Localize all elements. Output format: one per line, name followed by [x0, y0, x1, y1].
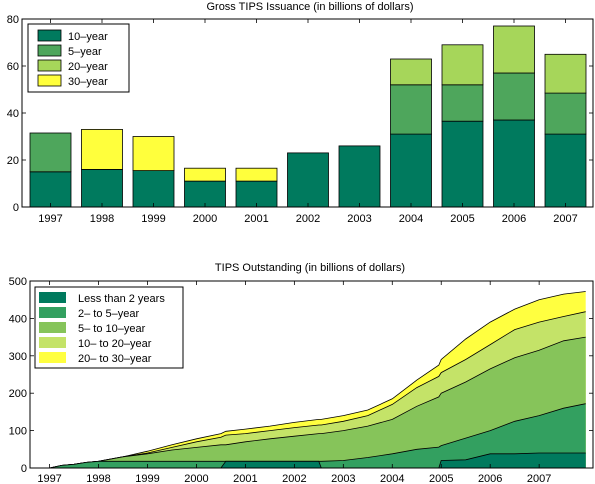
- x-tick-label-1997: 1997: [38, 213, 62, 225]
- y-tick-label-60: 60: [7, 61, 19, 73]
- legend-swatch-20-year: [37, 59, 62, 72]
- area-y-tick-label-0: 0: [21, 463, 27, 475]
- bar-2003-series-0: [338, 145, 381, 208]
- legend-swatch-30-year: [37, 74, 62, 87]
- x-tick-label-2000: 2000: [193, 213, 217, 225]
- x-tick-label-2003: 2003: [347, 213, 371, 225]
- y-tick-label-80: 80: [7, 14, 19, 26]
- bar-2000-series-3: [184, 167, 226, 182]
- area-x-tick-label-1998: 1998: [86, 473, 110, 484]
- legend-label-10to20: 10– to 20–year: [78, 338, 152, 350]
- issuance-chart: Gross TIPS Issuance (in billions of doll…: [7, 1, 594, 225]
- bar-1998-series-3: [81, 128, 123, 170]
- area-y-tick-label-100: 100: [9, 426, 27, 438]
- x-tick-label-1999: 1999: [141, 213, 165, 225]
- bar-1999-series-0: [132, 170, 175, 208]
- area-y-tick-label-400: 400: [9, 313, 27, 325]
- legend-label-lt2: Less than 2 years: [78, 293, 165, 305]
- legend-swatch-2to5: [39, 307, 66, 318]
- legend-label-10-year: 10–year: [68, 31, 108, 43]
- legend-label-2to5: 2– to 5–year: [78, 308, 139, 320]
- y-tick-label-0: 0: [13, 202, 19, 214]
- bar-2001-series-0: [235, 180, 278, 208]
- x-tick-label-1998: 1998: [90, 213, 114, 225]
- area-band-0: [49, 453, 586, 468]
- legend-label-20to30: 20– to 30–year: [78, 353, 152, 365]
- outstanding-plot-frame: [29, 280, 594, 469]
- legend-label-5to10: 5– to 10–year: [78, 323, 146, 335]
- bar-1999-series-3: [132, 136, 175, 171]
- area-y-tick-label-500: 500: [9, 276, 27, 288]
- x-tick-label-2007: 2007: [553, 213, 577, 225]
- outstanding-areas: [49, 291, 586, 469]
- bar-2006-series-1: [493, 72, 535, 121]
- outstanding-chart-title: TIPS Outstanding (in billions of dollars…: [215, 262, 405, 274]
- y-tick-label-20: 20: [7, 155, 19, 167]
- issuance-legend: 10–year 5–year 20–year 30–year: [27, 23, 130, 93]
- bar-2005-series-2: [441, 44, 484, 86]
- area-x-tick-label-2001: 2001: [233, 473, 257, 484]
- bar-2002-series-0: [287, 152, 329, 208]
- legend-swatch-lt2: [39, 292, 66, 303]
- x-tick-label-2001: 2001: [244, 213, 268, 225]
- bar-2004-series-0: [390, 133, 432, 208]
- area-x-tick-label-2004: 2004: [380, 473, 404, 484]
- legend-swatch-5-year: [37, 44, 62, 57]
- outstanding-legend: Less than 2 years 2– to 5–year 5– to 10–…: [34, 286, 184, 369]
- outstanding-axes: 1997 1998 1999 2000 2001 2002 2003 2004 2005 2006…: [9, 276, 593, 484]
- bar-2006-series-0: [493, 119, 535, 208]
- area-x-tick-label-1997: 1997: [37, 473, 61, 484]
- x-tick-label-2005: 2005: [450, 213, 474, 225]
- issuance-axes: 1997 1998 1999 2000 2001 2002 2003 2004 2005 2006…: [7, 14, 593, 225]
- bar-2004-series-1: [390, 84, 432, 135]
- x-tick-label-2006: 2006: [502, 213, 526, 225]
- legend-label-30-year: 30–year: [68, 76, 108, 88]
- bar-2007-series-0: [544, 133, 587, 208]
- bar-2005-series-1: [441, 84, 484, 122]
- bar-1997-series-0: [29, 171, 72, 208]
- area-y-tick-label-300: 300: [9, 351, 27, 363]
- y-tick-label-40: 40: [7, 108, 19, 120]
- area-band-1: [49, 403, 586, 468]
- area-boundary-2: [49, 336, 586, 469]
- issuance-bars: [29, 25, 587, 208]
- area-x-tick-label-1999: 1999: [135, 473, 159, 484]
- area-x-tick-label-2006: 2006: [478, 473, 502, 484]
- x-tick-label-2002: 2002: [296, 213, 320, 225]
- legend-swatch-5to10: [39, 322, 66, 333]
- area-x-tick-label-2002: 2002: [282, 473, 306, 484]
- bar-2006-series-2: [493, 25, 535, 74]
- outstanding-chart: TIPS Outstanding (in billions of dollars…: [9, 262, 594, 484]
- issuance-chart-title: Gross TIPS Issuance (in billions of doll…: [206, 1, 413, 13]
- area-x-tick-label-2003: 2003: [331, 473, 355, 484]
- bar-1998-series-0: [81, 168, 123, 208]
- bar-2001-series-3: [235, 167, 278, 182]
- area-y-tick-label-200: 200: [9, 388, 27, 400]
- bar-2004-series-2: [390, 58, 432, 86]
- bar-1997-series-1: [29, 132, 72, 173]
- area-x-tick-label-2005: 2005: [429, 473, 453, 484]
- area-x-tick-label-2007: 2007: [527, 473, 551, 484]
- area-x-tick-label-2000: 2000: [184, 473, 208, 484]
- x-tick-label-2004: 2004: [399, 213, 423, 225]
- bar-2007-series-2: [544, 53, 587, 94]
- area-band-2: [49, 337, 586, 468]
- bar-2005-series-0: [441, 120, 484, 208]
- legend-label-20-year: 20–year: [68, 61, 108, 73]
- bar-2007-series-1: [544, 92, 587, 135]
- legend-swatch-10to20: [39, 337, 66, 348]
- legend-swatch-20to30: [39, 352, 66, 363]
- legend-label-5-year: 5–year: [68, 46, 102, 58]
- legend-swatch-10-year: [37, 29, 62, 42]
